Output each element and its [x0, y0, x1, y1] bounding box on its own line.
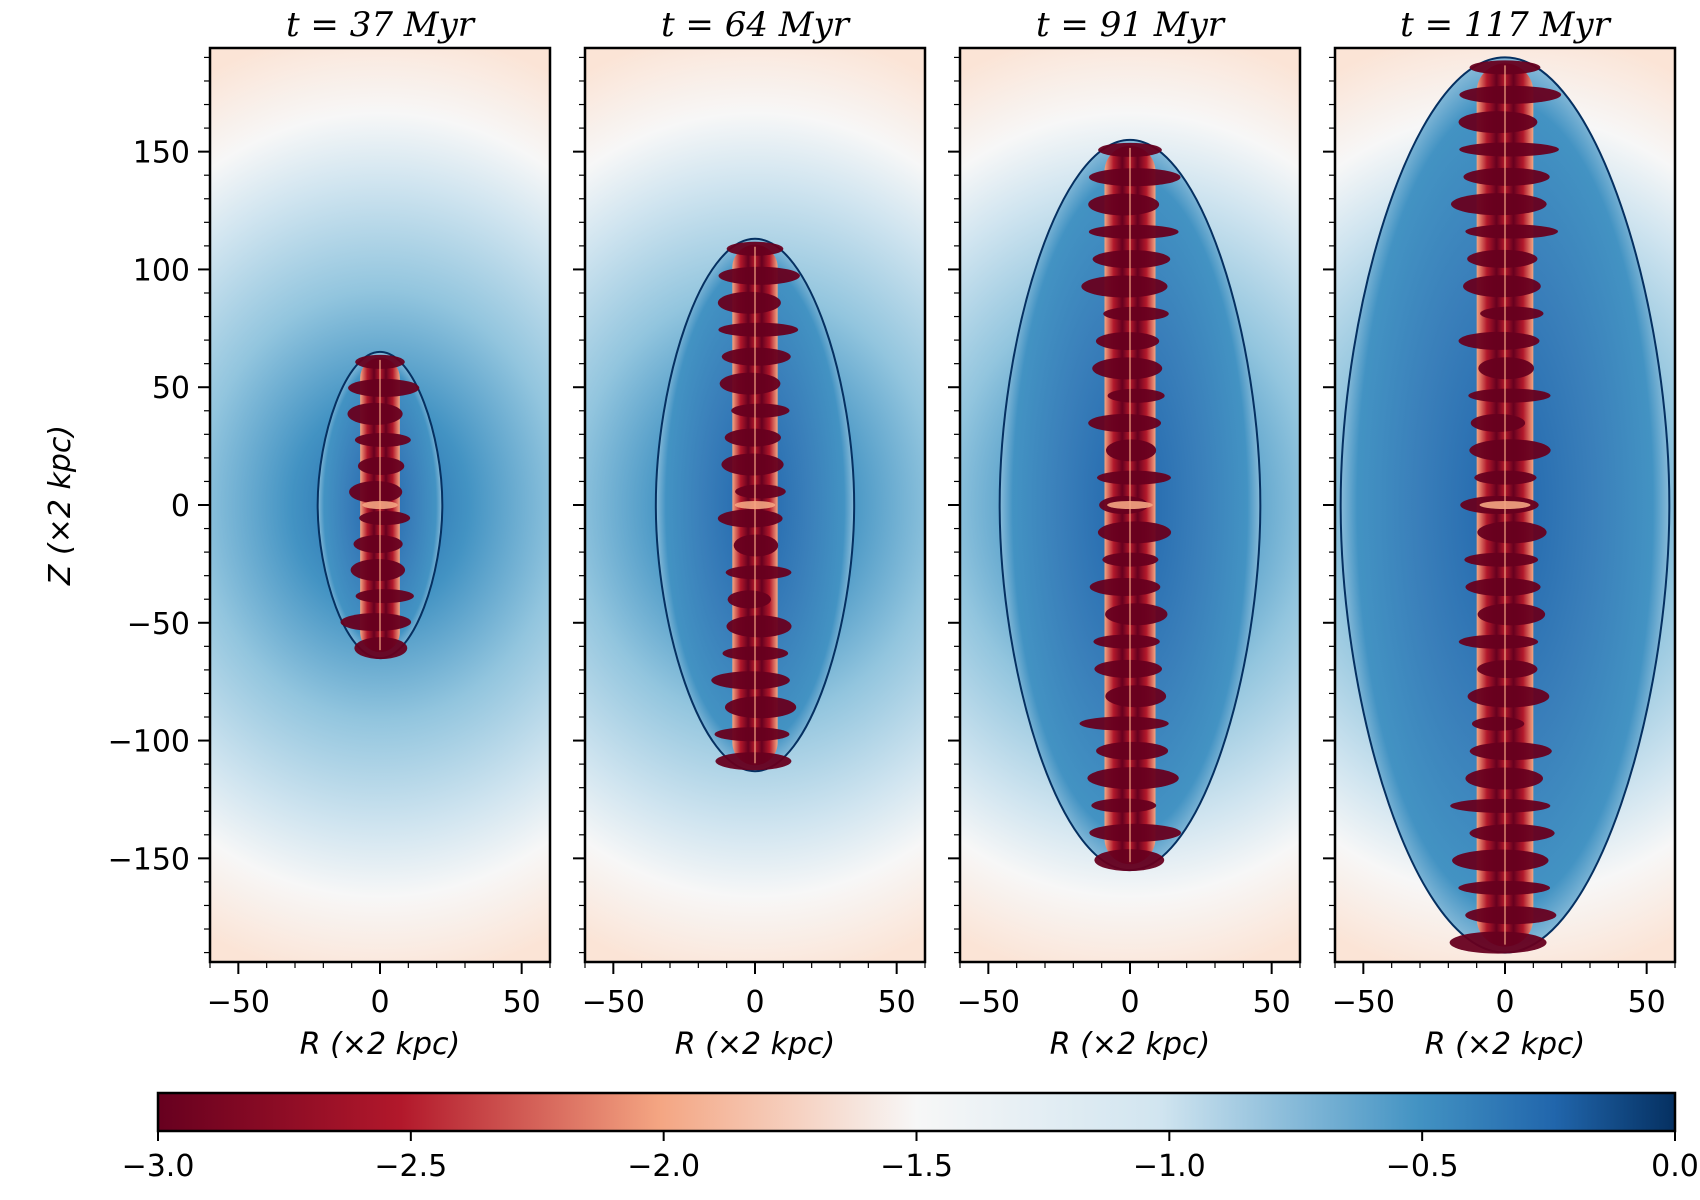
panel-3: −50 0 50 R (×2 kpc) t = 91 Myr	[948, 5, 1302, 1062]
panel-title: t = 91 Myr	[1036, 5, 1226, 45]
y-tick-label: −150	[108, 842, 190, 877]
colorbar-tick-label: 0.0	[1651, 1149, 1699, 1184]
colorbar-tick-label: −0.5	[1386, 1149, 1459, 1184]
y-tick-label: 150	[133, 136, 190, 171]
panel-1: −150 −100 −50 0 50 100 150 −50 0 50 R (×2 kpc) t = …	[108, 5, 552, 1062]
colorbar-tick-label: −3.0	[122, 1149, 195, 1184]
colorbar-gradient	[156, 1091, 1677, 1133]
y-axis-label: Z (×2 kpc)	[43, 425, 78, 586]
panel-title: t = 117 Myr	[1400, 5, 1611, 45]
x-tick-label: −50	[1332, 985, 1395, 1020]
colorbar-tick-label: −2.5	[374, 1149, 447, 1184]
colorbar-tick-label: −1.5	[880, 1149, 953, 1184]
x-axis-label: R (×2 kpc)	[675, 1027, 835, 1062]
jet-column	[340, 354, 420, 660]
y-tick-label: −100	[108, 725, 190, 760]
x-axis-label: R (×2 kpc)	[1425, 1027, 1585, 1062]
x-axis-label: R (×2 kpc)	[300, 1027, 460, 1062]
x-tick-label: −50	[582, 985, 645, 1020]
x-tick-label: 0	[1120, 985, 1139, 1020]
x-tick-label: 50	[878, 985, 916, 1020]
x-tick-label: −50	[957, 985, 1020, 1020]
x-tick-label: 50	[1628, 985, 1666, 1020]
panel-title: t = 64 Myr	[661, 5, 851, 45]
y-tick-label: 0	[171, 489, 190, 524]
x-tick-label: 50	[503, 985, 541, 1020]
y-tick-label: 50	[152, 371, 190, 406]
panel-title: t = 37 Myr	[286, 5, 476, 45]
x-tick-label: 0	[745, 985, 764, 1020]
jet-column	[711, 241, 800, 771]
panel-2: −50 0 50 R (×2 kpc) t = 64 Myr	[573, 5, 927, 1062]
jet-column	[1079, 142, 1182, 872]
x-tick-label: 0	[370, 985, 389, 1020]
panel-4: −50 0 50 R (×2 kpc) t = 117 Myr	[1323, 5, 1677, 1062]
y-tick-label: −50	[127, 607, 190, 642]
colorbar: −3.0 −2.5 −2.0 −1.5 −1.0 −0.5 0.0	[122, 1091, 1699, 1184]
x-tick-label: 50	[1253, 985, 1291, 1020]
x-tick-label: −50	[207, 985, 270, 1020]
y-tick-label: 100	[133, 253, 190, 288]
jet-column	[1449, 60, 1562, 954]
colorbar-tick-label: −2.0	[627, 1149, 700, 1184]
panels: −150 −100 −50 0 50 100 150 −50 0 50 R (×2 kpc) t = …	[43, 5, 1677, 1062]
x-axis-label: R (×2 kpc)	[1050, 1027, 1210, 1062]
colorbar-tick-label: −1.0	[1133, 1149, 1206, 1184]
x-tick-label: 0	[1495, 985, 1514, 1020]
